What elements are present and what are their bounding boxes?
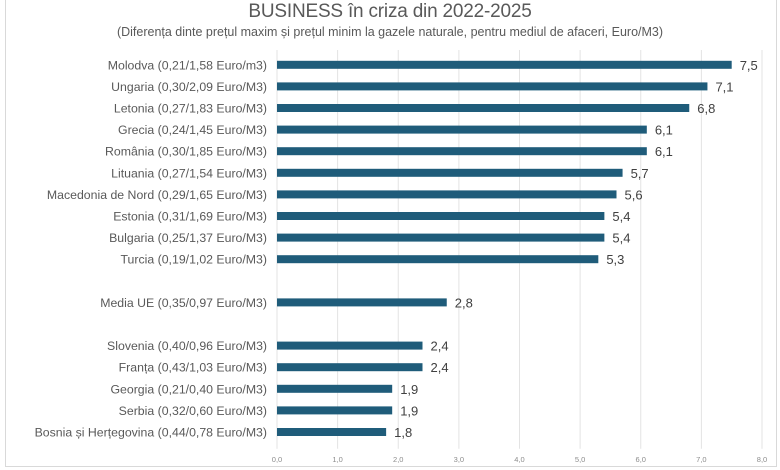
category-label: Ungaria (0,30/2,09 Euro/M3) (111, 80, 267, 94)
bar (277, 255, 599, 264)
chart-title: BUSINESS în criza din 2022-2025 (248, 1, 532, 22)
bar (277, 363, 423, 372)
value-label: 1,8 (394, 425, 412, 440)
bar (277, 168, 623, 177)
chart-frame (5, 0, 777, 467)
category-label: Serbia (0,32/0,60 Euro/M3) (119, 404, 267, 418)
bar (277, 125, 647, 134)
category-label: Estonia (0,31/1,69 Euro/M3) (113, 210, 267, 224)
category-label: Georgia (0,21/0,40 Euro/M3) (110, 382, 267, 396)
category-label: Lituania (0,27/1,54 Euro/M3) (111, 166, 267, 180)
category-labels: Molodva (0,21/1,58 Euro/m3) Ungaria (0,30… (35, 58, 267, 439)
x-tick-label: 1,0 (332, 455, 342, 464)
category-label: Bosnia și Herțegovina (0,44/0,78 Euro/M3… (35, 426, 267, 440)
value-label: 1,9 (400, 403, 418, 418)
bar (277, 384, 393, 393)
bar (277, 147, 647, 156)
bar (277, 212, 605, 220)
category-label: Letonia (0,27/1,83 Euro/M3) (114, 102, 267, 116)
category-label: Turcia (0,19/1,02 Euro/M3) (121, 253, 268, 267)
value-label: 2,4 (431, 339, 449, 354)
bar (277, 233, 605, 242)
value-label: 5,7 (631, 166, 649, 181)
bars (277, 60, 732, 436)
x-tick-label: 5,0 (575, 455, 585, 464)
x-tick-label: 0,0 (272, 455, 282, 464)
bar (277, 428, 387, 436)
bar (277, 190, 617, 199)
x-tick-label: 6,0 (636, 455, 646, 464)
value-label: 5,4 (612, 231, 630, 246)
x-axis-ticks: 0,0 1,0 2,0 3,0 4,0 5,0 6,0 7,0 8,0 (272, 455, 767, 464)
x-tick-label: 4,0 (514, 455, 524, 464)
category-label: Media UE (0,35/0,97 Euro/M3) (100, 296, 267, 310)
bar (277, 60, 732, 69)
value-label: 5,3 (606, 252, 624, 267)
bar (277, 104, 690, 112)
value-label: 2,4 (431, 360, 449, 375)
category-label: Grecia (0,24/1,45 Euro/M3) (118, 123, 267, 137)
value-label: 6,1 (655, 123, 673, 138)
category-label: Bulgaria (0,25/1,37 Euro/M3) (109, 231, 267, 245)
category-label: Molodva (0,21/1,58 Euro/m3) (108, 58, 267, 72)
x-tick-label: 8,0 (757, 455, 767, 464)
value-label: 6,1 (655, 144, 673, 159)
value-label: 2,8 (455, 295, 473, 310)
value-labels: 7,5 7,16,8 6,1 6,1 5,7 5,6 5,4 5,4 5,3 2,8 2,4 2,4 1… (394, 58, 758, 440)
value-label: 7,1 (715, 79, 733, 94)
category-label: Franța (0,43/1,03 Euro/M3) (119, 361, 267, 375)
x-tick-label: 2,0 (393, 455, 403, 464)
category-label: Macedonia de Nord (0,29/1,65 Euro/M3) (47, 188, 267, 202)
value-label: 5,6 (625, 187, 643, 202)
value-label: 5,4 (612, 209, 630, 224)
x-tick-label: 7,0 (696, 455, 706, 464)
category-label: Slovenia (0,40/0,96 Euro/M3) (107, 339, 267, 353)
bar (277, 298, 447, 307)
bar (277, 341, 423, 350)
category-label: România (0,30/1,85 Euro/M3) (105, 145, 267, 159)
chart-subtitle: (Diferența dinte prețul maxim și prețul … (116, 25, 664, 39)
value-label: 6,8 (697, 101, 715, 116)
x-tick-label: 3,0 (454, 455, 464, 464)
value-label: 1,9 (400, 382, 418, 397)
value-label: 7,5 (740, 58, 758, 73)
bar (277, 82, 708, 91)
bar (277, 406, 393, 415)
gridlines (276, 50, 763, 449)
